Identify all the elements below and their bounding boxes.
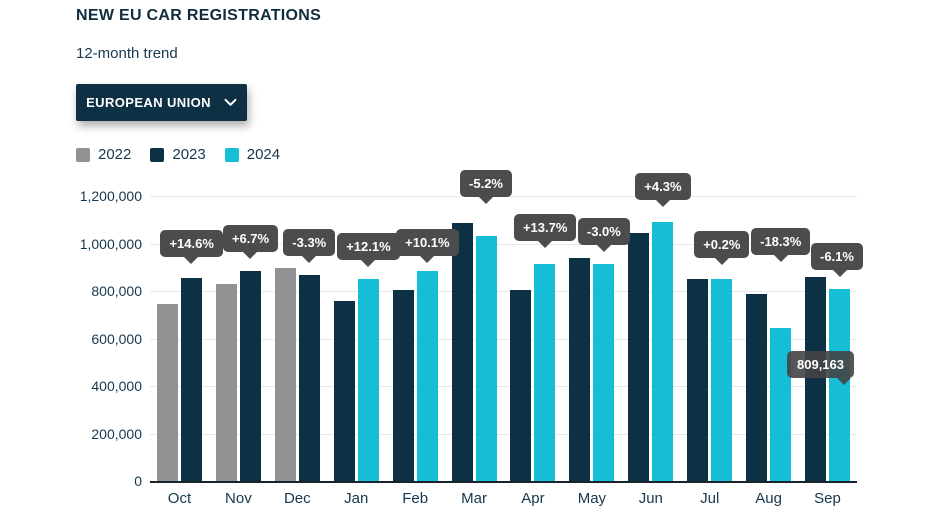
x-tick-label-jan: Jan (344, 490, 369, 507)
y-tick-label: 800,000 (91, 283, 142, 299)
legend-swatch-2023 (150, 147, 165, 162)
region-dropdown-label: EUROPEAN UNION (86, 95, 211, 110)
y-tick-label: 1,000,000 (79, 235, 142, 252)
gridline (150, 243, 857, 245)
pct-tooltip-mar: -5.2% (460, 169, 512, 197)
legend-swatch-2022 (76, 147, 90, 162)
legend-swatch-2024 (224, 147, 239, 162)
value-tooltip: 809,163 (787, 351, 854, 378)
bar-2023-may[interactable] (569, 257, 591, 481)
x-tick-label-mar: Mar (461, 490, 487, 507)
x-tick-label-may: May (577, 490, 607, 507)
bar-2023-dec[interactable] (298, 275, 320, 481)
x-tick-label-feb: Feb (402, 490, 429, 507)
chevron-down-icon (224, 98, 237, 107)
bar-2023-oct[interactable] (180, 277, 202, 481)
legend-label-2024: 2024 (246, 146, 281, 163)
x-tick-label-jul: Jul (700, 490, 720, 507)
bar-2022-oct[interactable] (156, 303, 178, 481)
y-tick-label: 400,000 (91, 378, 142, 394)
legend-label-2022: 2022 (98, 146, 132, 163)
pct-tooltip-dec: -3.3% (283, 228, 336, 256)
pct-tooltip-apr: +13.7% (513, 213, 577, 241)
bar-2023-jan[interactable] (333, 300, 355, 481)
y-tick-label: 0 (134, 473, 142, 489)
legend-label-2023: 2023 (172, 146, 206, 163)
gridline (150, 433, 857, 435)
bar-2024-apr[interactable] (534, 263, 556, 481)
x-tick-label-aug: Aug (755, 490, 782, 507)
pct-tooltip-nov: +6.7% (222, 224, 279, 252)
bar-2023-jul[interactable] (687, 279, 709, 481)
bar-2023-mar[interactable] (451, 222, 473, 481)
gridline (150, 386, 857, 387)
value-tooltip-text: 809,163 (797, 357, 844, 372)
bar-2023-apr[interactable] (510, 290, 532, 481)
region-dropdown[interactable]: EUROPEAN UNION (76, 84, 247, 121)
page-title: NEW EU CAR REGISTRATIONS (76, 7, 322, 24)
pct-tooltip-may: -3.0% (577, 217, 630, 245)
y-tick-label: 200,000 (91, 425, 142, 442)
bar-2022-nov[interactable] (215, 283, 237, 481)
x-tick-label-jun: Jun (638, 490, 663, 507)
x-tick-label-apr: Apr (521, 490, 545, 507)
bar-2023-feb[interactable] (392, 290, 414, 481)
x-tick-label-sep: Sep (814, 490, 841, 507)
pct-tooltip-jul: +0.2% (694, 230, 750, 258)
bar-2023-nov[interactable] (239, 270, 261, 481)
gridline (150, 338, 857, 340)
x-tick-label-oct: Oct (167, 490, 192, 507)
plot-area: 809,163 Oct +14.6% Nov +6.7% Dec -3.3% Jan +12.… (150, 169, 863, 507)
pct-tooltip-feb: +10.1% (396, 229, 459, 257)
bar-2024-jun[interactable] (652, 222, 674, 481)
subtitle: 12-month trend (76, 45, 178, 62)
bar-2024-feb[interactable] (416, 271, 438, 481)
bar-2024-mar[interactable] (475, 235, 497, 481)
bar-2024-may[interactable] (593, 264, 615, 481)
bar-2023-aug[interactable] (746, 293, 768, 481)
bar-2022-dec[interactable] (274, 267, 296, 481)
bar-2023-jun[interactable] (628, 232, 650, 481)
pct-tooltip-aug: -18.3% (751, 227, 811, 255)
y-tick-label: 1,200,000 (79, 188, 142, 204)
legend-item-2024: 2024 (224, 146, 281, 163)
bar-2024-aug[interactable] (770, 328, 792, 481)
x-tick-label-dec: Dec (283, 490, 311, 507)
legend-item-2022: 2022 (76, 146, 131, 163)
chart-legend: 2022 2023 2024 (76, 146, 280, 163)
pct-tooltip-sep: -6.1% (811, 242, 863, 270)
gridline (150, 291, 857, 292)
pct-tooltip-oct: +14.6% (160, 229, 223, 257)
legend-item-2023: 2023 (150, 146, 206, 163)
bar-2024-jan[interactable] (357, 278, 379, 481)
y-axis: 0 200,000 400,000 600,000 800,000 1,000,000 1,… (0, 188, 142, 489)
y-tick-label: 600,000 (91, 330, 142, 347)
x-tick-label-nov: Nov (225, 490, 252, 507)
pct-tooltip-jan: +12.1% (337, 232, 400, 260)
bar-2023-sep[interactable] (805, 276, 827, 481)
pct-tooltip-jun: +4.3% (635, 173, 691, 201)
bar-2024-jul[interactable] (711, 278, 733, 481)
